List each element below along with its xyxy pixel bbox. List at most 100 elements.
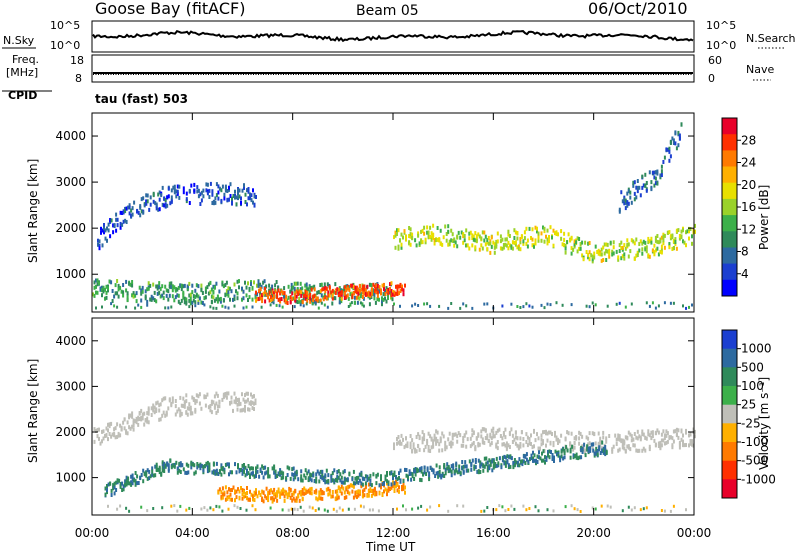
data-cell bbox=[647, 236, 650, 241]
y-tick-label: 3000 bbox=[55, 379, 86, 393]
data-cell bbox=[218, 487, 221, 492]
data-cell bbox=[251, 297, 254, 302]
data-cell bbox=[618, 434, 621, 439]
data-cell bbox=[188, 402, 191, 407]
data-cell bbox=[627, 201, 630, 206]
data-cell bbox=[653, 183, 656, 188]
data-cell bbox=[496, 428, 499, 433]
data-cell bbox=[370, 489, 373, 493]
data-cell bbox=[537, 231, 540, 236]
data-cell bbox=[133, 478, 136, 483]
ground-scatter-cell bbox=[540, 303, 543, 307]
data-cell bbox=[264, 287, 267, 291]
data-cell bbox=[200, 463, 203, 468]
data-cell bbox=[420, 238, 423, 243]
data-cell bbox=[179, 470, 182, 474]
data-cell bbox=[421, 436, 424, 441]
data-cell bbox=[325, 487, 328, 492]
data-cell bbox=[432, 470, 435, 475]
data-cell bbox=[247, 189, 250, 194]
data-cell bbox=[176, 409, 179, 414]
ground-scatter-cell bbox=[552, 509, 555, 513]
data-cell bbox=[372, 282, 375, 287]
data-cell bbox=[167, 463, 170, 468]
ground-scatter-cell bbox=[233, 304, 236, 308]
data-cell bbox=[644, 183, 647, 188]
data-cell bbox=[186, 406, 189, 411]
data-cell bbox=[282, 491, 285, 496]
data-cell bbox=[307, 287, 310, 292]
ground-scatter-cell bbox=[185, 508, 188, 512]
ground-scatter-cell bbox=[393, 302, 395, 306]
data-cell bbox=[366, 474, 369, 479]
data-cell bbox=[402, 292, 405, 297]
x-tick-label: 20:00 bbox=[576, 526, 611, 540]
data-cell bbox=[373, 284, 376, 289]
data-cell bbox=[445, 238, 448, 243]
data-cell bbox=[129, 413, 132, 418]
data-cell bbox=[243, 489, 245, 494]
data-cell bbox=[624, 198, 627, 203]
data-cell bbox=[270, 488, 273, 493]
data-cell bbox=[688, 443, 690, 448]
ground-scatter-cell bbox=[251, 305, 254, 309]
data-cell bbox=[289, 289, 292, 294]
data-cell bbox=[651, 248, 654, 253]
data-cell bbox=[627, 242, 630, 247]
data-cell bbox=[343, 291, 346, 296]
data-cell bbox=[691, 241, 693, 246]
y-tick-label: 2000 bbox=[55, 425, 86, 439]
data-cell bbox=[508, 445, 511, 449]
data-cell bbox=[666, 431, 669, 436]
data-cell bbox=[224, 184, 227, 189]
data-cell bbox=[212, 461, 215, 466]
data-cell bbox=[331, 301, 334, 306]
data-cell bbox=[410, 471, 413, 476]
data-cell bbox=[325, 479, 328, 484]
data-cell bbox=[519, 459, 522, 464]
data-cell bbox=[636, 429, 639, 434]
data-cell bbox=[511, 240, 514, 245]
data-cell bbox=[624, 435, 627, 440]
ground-scatter-cell bbox=[528, 304, 531, 308]
data-cell bbox=[428, 475, 431, 479]
data-cell bbox=[551, 453, 554, 457]
data-cell bbox=[508, 243, 511, 248]
data-cell bbox=[444, 224, 447, 229]
data-cell bbox=[174, 295, 177, 300]
data-cell bbox=[298, 296, 301, 301]
data-cell bbox=[354, 490, 357, 495]
data-cell bbox=[115, 217, 118, 222]
data-cell bbox=[197, 394, 200, 399]
data-cell bbox=[211, 192, 214, 197]
data-cell bbox=[110, 280, 113, 285]
data-cell bbox=[420, 469, 423, 474]
data-cell bbox=[125, 279, 128, 284]
data-cell bbox=[280, 297, 283, 301]
data-cell bbox=[504, 435, 507, 440]
data-cell bbox=[372, 488, 375, 493]
ground-scatter-cell bbox=[347, 305, 350, 308]
data-cell bbox=[337, 495, 340, 500]
data-cell bbox=[237, 191, 239, 196]
data-cell bbox=[538, 450, 540, 455]
data-cell bbox=[668, 436, 671, 441]
data-cell bbox=[215, 281, 218, 286]
data-cell bbox=[168, 284, 171, 289]
data-cell bbox=[279, 291, 282, 296]
ground-scatter-cell bbox=[209, 506, 212, 510]
ground-scatter-cell bbox=[362, 505, 365, 509]
data-cell bbox=[358, 289, 361, 294]
data-cell bbox=[304, 296, 307, 301]
data-cell bbox=[514, 230, 517, 235]
colorbar-tick-label: 24 bbox=[741, 156, 756, 170]
data-cell bbox=[218, 469, 221, 474]
data-cell bbox=[396, 482, 399, 487]
data-cell bbox=[654, 235, 657, 240]
data-cell bbox=[173, 285, 176, 290]
data-cell bbox=[478, 234, 481, 239]
data-cell bbox=[108, 424, 111, 429]
data-cell bbox=[591, 254, 594, 259]
data-cell bbox=[430, 235, 433, 240]
data-cell bbox=[113, 223, 116, 228]
